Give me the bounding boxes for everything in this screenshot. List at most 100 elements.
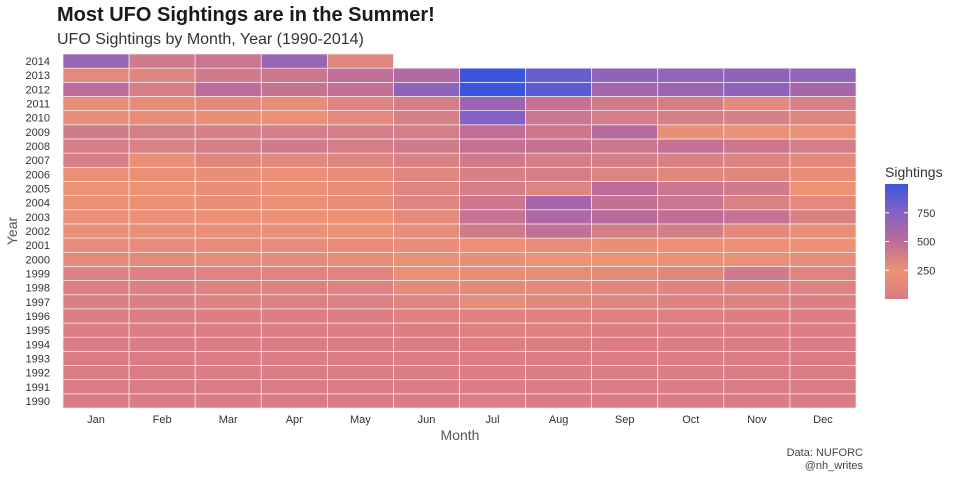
heatmap-cell [393,209,460,225]
heatmap-cell [657,67,725,83]
heatmap-cell [393,351,460,366]
heatmap-cell [326,280,394,296]
heatmap-cell [657,209,725,225]
heatmap-cell [128,308,196,324]
heatmap-cell [194,195,262,211]
heatmap-cell [260,110,328,126]
y-tick-label: 1995 [26,325,50,337]
legend-tick-label: 250 [917,265,935,277]
caption-source: Data: NUFORC [786,447,863,459]
y-tick-label: 2005 [26,184,50,196]
x-tick-label: Nov [747,414,767,426]
heatmap-cell [657,81,725,97]
heatmap-cell [723,308,791,324]
heatmap-cell [393,294,460,310]
heatmap-cell [128,53,196,69]
heatmap-cell [194,96,262,111]
heatmap-cell [459,209,526,225]
heatmap-cell [260,393,328,409]
heatmap-cell [326,110,394,126]
heatmap-cell [260,81,328,97]
heatmap-cell [260,96,328,111]
heatmap-cell [128,195,196,211]
heatmap-cell [393,124,460,140]
heatmap-cell [326,294,394,310]
heatmap-cell [789,152,857,168]
y-tick-label: 2011 [26,99,50,111]
heatmap-cell [657,166,725,182]
heatmap-cell [789,393,857,409]
heatmap-cell [393,280,460,296]
heatmap-cell [128,336,196,352]
heatmap-cell [194,166,262,182]
heatmap-cell [525,110,593,126]
heatmap-cell [62,223,130,239]
heatmap-cell [128,181,196,196]
heatmap-cell [525,152,593,168]
heatmap-cell [194,280,262,296]
heatmap-cell [459,67,526,83]
y-tick-label: 1992 [26,368,50,380]
heatmap-cell [326,124,394,140]
heatmap-cell [326,181,394,196]
heatmap-cell [393,96,460,111]
heatmap-cell [326,393,394,409]
heatmap-cell [789,266,857,281]
heatmap-cell [525,351,593,366]
heatmap-cell [393,251,460,267]
heatmap-cell [62,308,130,324]
y-axis-title: Year [4,217,20,246]
heatmap-cell [525,96,593,111]
heatmap-cell [657,181,725,196]
heatmap-cell [128,280,196,296]
heatmap-cell [194,251,262,267]
heatmap-cell [326,365,394,381]
heatmap-cell [525,266,593,281]
heatmap-cell [326,81,394,97]
heatmap-cell [459,266,526,281]
heatmap-cell [260,152,328,168]
heatmap-cell [62,138,130,154]
heatmap-cell [591,336,659,352]
heatmap-cell [393,110,460,126]
heatmap-cell [194,138,262,154]
heatmap-cell [128,67,196,83]
heatmap-cell [62,379,130,395]
heatmap-cell [194,81,262,97]
heatmap-cell [723,110,791,126]
heatmap-cell [723,195,791,211]
heatmap-cell [326,166,394,182]
heatmap-cell [459,351,526,366]
heatmap-cell [326,96,394,111]
heatmap-cell [789,195,857,211]
heatmap-cell [326,336,394,352]
heatmap-cell [194,365,262,381]
heatmap-cell [723,124,791,140]
heatmap-cell [326,195,394,211]
heatmap-cell [723,251,791,267]
heatmap-cell [789,138,857,154]
heatmap-cell [128,124,196,140]
heatmap-cell [525,195,593,211]
heatmap-cell [393,393,460,409]
heatmap-cell [525,124,593,140]
y-tick-label: 1999 [26,268,50,280]
heatmap-cell [591,152,659,168]
y-tick-label: 1998 [26,283,50,295]
x-tick-label: Apr [286,414,303,426]
heatmap-cell [260,308,328,324]
heatmap-cell [789,294,857,310]
heatmap-cell [326,53,394,69]
heatmap-cell [657,351,725,366]
heatmap-cell [260,166,328,182]
heatmap-cell [128,294,196,310]
heatmap-cell [260,379,328,395]
y-tick-label: 1993 [26,353,50,365]
y-tick-label: 1990 [26,396,50,408]
heatmap-cell [525,365,593,381]
heatmap-cell [326,67,394,83]
heatmap-cell [789,251,857,267]
heatmap-cells [62,53,857,409]
heatmap-cell [459,181,526,196]
y-tick-label: 2004 [26,198,50,210]
